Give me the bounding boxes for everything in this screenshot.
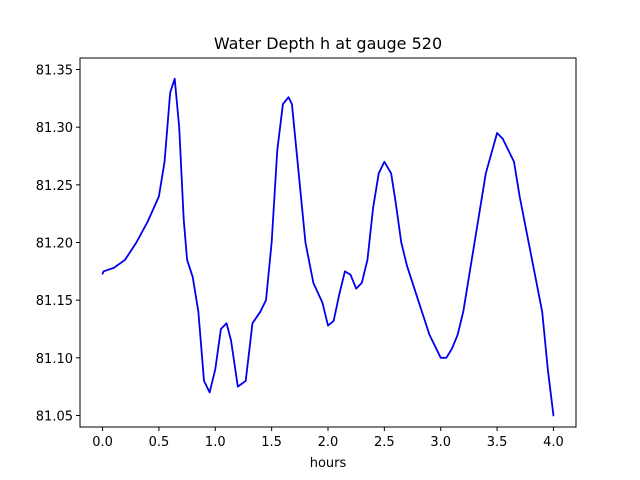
x-tick-label: 1.5 xyxy=(261,435,282,450)
x-tick-label: 3.0 xyxy=(430,435,451,450)
series-line-0 xyxy=(101,77,555,417)
series-group xyxy=(101,77,555,417)
y-tick-label: 81.30 xyxy=(36,121,73,136)
x-tick-label: 2.5 xyxy=(374,435,395,450)
x-tick-label: 1.0 xyxy=(205,435,226,450)
y-axis: 81.05 81.10 81.15 81.20 81.25 81.30 81.35 xyxy=(36,64,80,424)
y-tick-label: 81.35 xyxy=(36,64,73,79)
y-tick-label: 81.20 xyxy=(36,237,73,252)
x-axis: 0.0 0.5 1.0 1.5 2.0 2.5 3.0 3.5 4.0 xyxy=(92,427,564,450)
y-tick-label: 81.25 xyxy=(36,179,73,194)
y-tick-label: 81.15 xyxy=(36,294,73,309)
x-tick-label: 2.0 xyxy=(318,435,339,450)
x-tick-label: 3.5 xyxy=(487,435,508,450)
x-tick-label: 0.5 xyxy=(149,435,170,450)
x-tick-label: 0.0 xyxy=(92,435,113,450)
y-tick-label: 81.10 xyxy=(36,352,73,367)
x-tick-label: 4.0 xyxy=(543,435,564,450)
x-axis-label: hours xyxy=(310,456,347,471)
y-tick-label: 81.05 xyxy=(36,409,73,424)
chart-title: Water Depth h at gauge 520 xyxy=(214,34,442,53)
